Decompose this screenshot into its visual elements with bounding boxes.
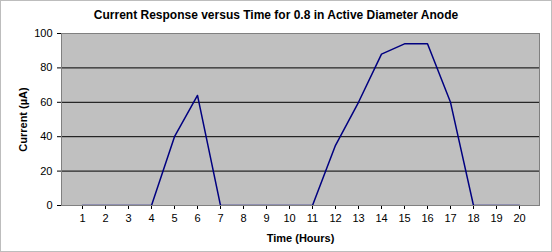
svg-text:10: 10 [283,212,295,224]
svg-text:8: 8 [240,212,246,224]
svg-text:80: 80 [40,61,52,73]
svg-text:2: 2 [102,212,108,224]
svg-text:9: 9 [263,212,269,224]
svg-text:6: 6 [194,212,200,224]
svg-text:100: 100 [34,27,52,39]
svg-text:11: 11 [307,212,318,224]
svg-text:20: 20 [40,165,52,177]
svg-text:18: 18 [467,212,479,224]
svg-text:Time (Hours): Time (Hours) [267,232,335,244]
svg-text:12: 12 [329,212,341,224]
svg-text:19: 19 [490,212,502,224]
svg-text:40: 40 [40,130,52,142]
svg-text:17: 17 [444,212,456,224]
svg-text:13: 13 [352,212,364,224]
svg-text:60: 60 [40,96,52,108]
svg-text:1: 1 [79,212,85,224]
svg-text:20: 20 [513,212,525,224]
svg-text:3: 3 [125,212,131,224]
svg-text:16: 16 [421,212,433,224]
svg-text:7: 7 [217,212,223,224]
svg-text:0: 0 [46,199,52,211]
svg-text:4: 4 [148,212,154,224]
svg-text:15: 15 [398,212,410,224]
svg-text:14: 14 [375,212,387,224]
svg-text:5: 5 [171,212,177,224]
html-text:Current Response versus Time f: Current Response versus Time for 0.8 in … [93,8,459,22]
svg-text:Current (µA): Current (µA) [17,87,29,152]
